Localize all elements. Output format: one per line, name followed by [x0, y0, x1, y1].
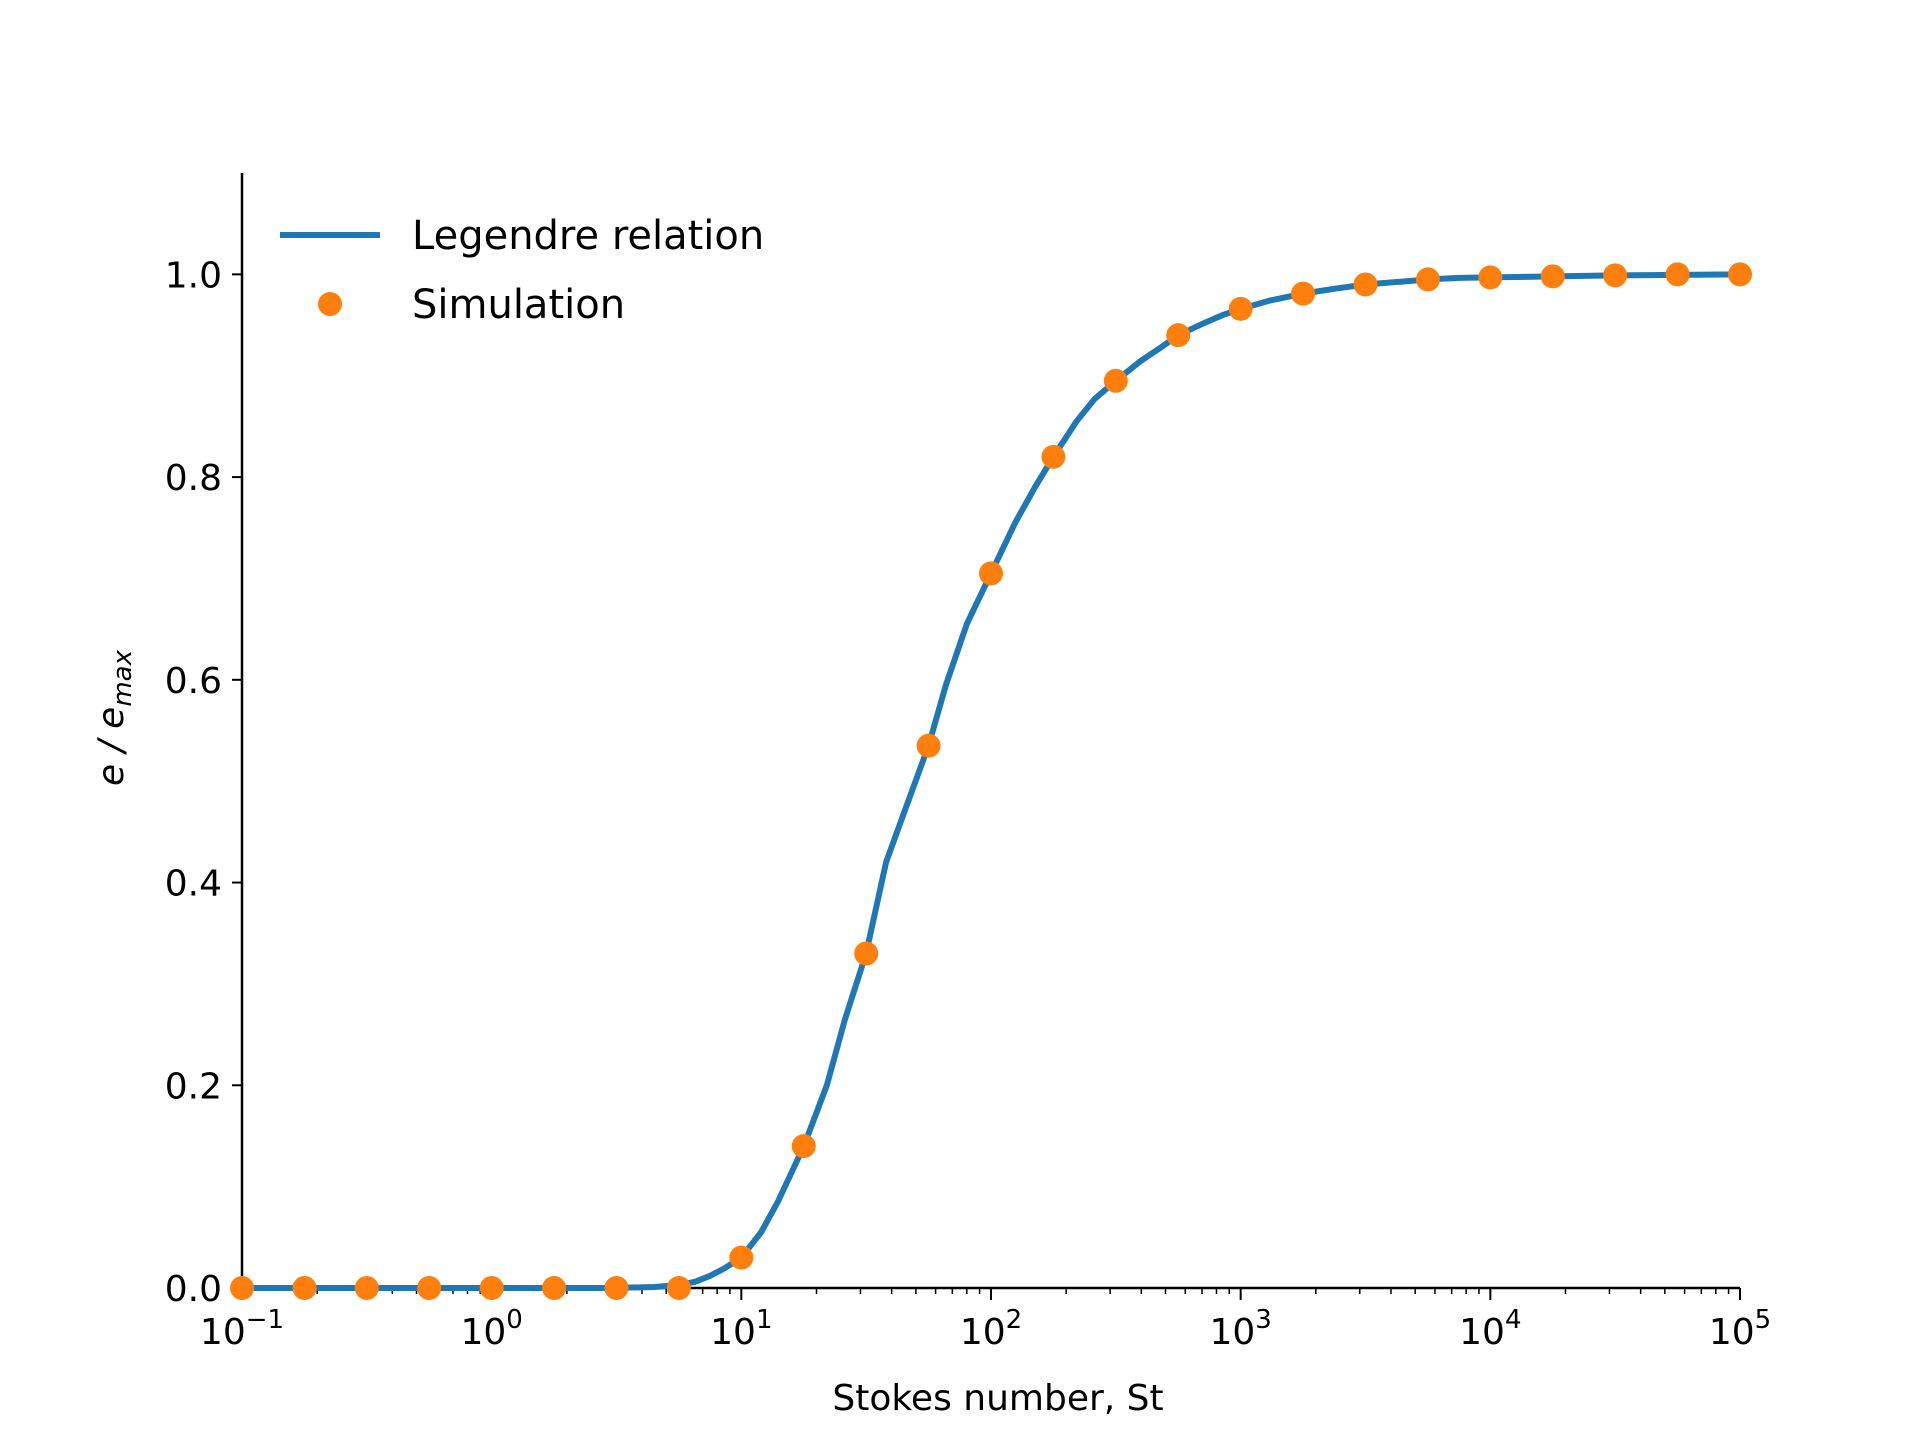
legend-label-legendre: Legendre relation: [412, 213, 764, 259]
data-point-simulation: [1291, 281, 1316, 306]
y-tick-label: 0.4: [165, 864, 222, 905]
x-tick-label-base: 10: [460, 1312, 506, 1353]
data-point-simulation: [417, 1276, 442, 1300]
legend: Legendre relation Simulation: [280, 213, 764, 328]
data-point-simulation: [354, 1276, 379, 1300]
data-point-simulation: [479, 1276, 504, 1300]
data-point-simulation: [542, 1276, 567, 1300]
x-tick-label-exponent: 5: [1755, 1305, 1772, 1335]
data-point-simulation: [1353, 272, 1378, 297]
x-tick-label-base: 10: [960, 1312, 1006, 1353]
data-point-simulation: [1603, 263, 1628, 288]
legend-marker-swatch: [318, 292, 342, 316]
data-point-simulation: [1103, 368, 1128, 393]
x-tick-label-exponent: −1: [246, 1305, 284, 1335]
y-axis-label-sub: max: [108, 649, 138, 706]
x-tick-label: 105: [1709, 1305, 1771, 1353]
y-tick-label: 1.0: [165, 255, 222, 296]
x-tick-label: 104: [1459, 1305, 1521, 1353]
x-tick-label-exponent: 0: [506, 1305, 523, 1335]
x-tick-label: 103: [1209, 1305, 1271, 1353]
legend-label-simulation: Simulation: [412, 282, 625, 328]
series: [230, 262, 1752, 1300]
data-point-simulation: [1665, 262, 1690, 287]
data-point-simulation: [1228, 296, 1253, 321]
x-tick-label-exponent: 4: [1505, 1305, 1522, 1335]
series-line-legendre: [242, 271, 1741, 1291]
y-tick-label: 0.0: [165, 1269, 222, 1310]
data-point-simulation: [979, 561, 1003, 586]
data-point-simulation: [791, 1134, 816, 1159]
x-tick-label-base: 10: [1709, 1312, 1755, 1353]
y-tick-label: 0.2: [165, 1066, 222, 1107]
data-point-simulation: [666, 1276, 691, 1300]
data-point-simulation: [1478, 265, 1503, 290]
data-point-simulation: [854, 941, 879, 966]
axes: [240, 173, 1740, 1290]
data-point-simulation: [1041, 444, 1066, 469]
data-point-simulation: [729, 1245, 754, 1270]
y-axis-label: e / emax: [91, 649, 138, 786]
ticks: 0.00.20.40.60.81.010−1 100 101 102 103 104 105: [165, 255, 1771, 1353]
x-tick-label: 10−1: [200, 1305, 284, 1353]
x-tick-label-base: 10: [710, 1312, 756, 1353]
data-point-simulation: [1728, 262, 1752, 287]
data-point-simulation: [292, 1276, 317, 1300]
x-tick-label-base: 10: [1209, 1312, 1255, 1353]
data-point-simulation: [230, 1276, 254, 1300]
x-tick-label-exponent: 1: [756, 1305, 773, 1335]
data-point-simulation: [1166, 323, 1191, 348]
data-point-simulation: [604, 1276, 629, 1300]
x-tick-label-exponent: 2: [1006, 1305, 1023, 1335]
x-tick-label: 101: [710, 1305, 772, 1353]
x-tick-label: 102: [960, 1305, 1022, 1353]
y-axis-label-main: e / e: [91, 707, 132, 786]
x-tick-label: 100: [460, 1305, 522, 1353]
x-tick-label-base: 10: [1459, 1312, 1505, 1353]
x-axis-label: Stokes number, St: [832, 1378, 1163, 1419]
y-tick-label: 0.6: [165, 661, 222, 702]
y-tick-label: 0.8: [165, 458, 222, 499]
x-tick-label-base: 10: [200, 1312, 246, 1353]
x-tick-label-exponent: 3: [1255, 1305, 1272, 1335]
data-point-simulation: [1540, 264, 1565, 289]
data-point-simulation: [916, 733, 941, 758]
data-point-simulation: [1415, 267, 1440, 292]
